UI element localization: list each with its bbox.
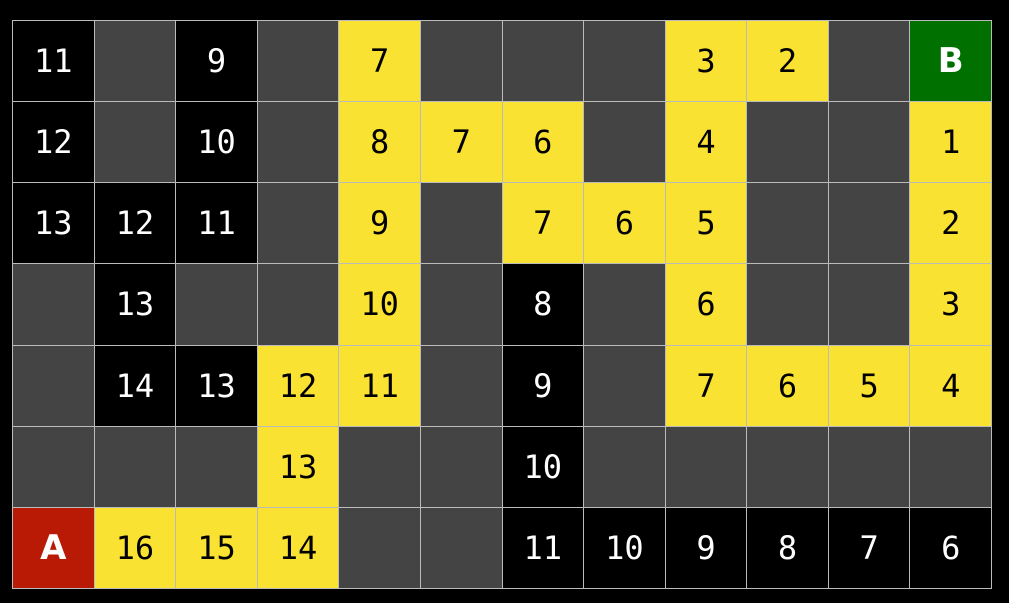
explored-cell: 6: [910, 507, 992, 589]
maze-grid: 11 9 7 3 2 B 12 10 8 7 6 4 1 13 12 11 9 7 6 5 2 13 10 8 6 3 14 13 12…: [12, 20, 992, 589]
explored-cell: 9: [176, 21, 258, 103]
explored-cell: 11: [502, 507, 585, 589]
explored-cell: 10: [176, 102, 258, 184]
explored-cell: 13: [13, 183, 95, 265]
path-cell: 7: [502, 183, 585, 265]
path-cell: 3: [910, 264, 992, 346]
wall-cell: [420, 345, 503, 427]
wall-cell: [828, 426, 911, 508]
wall-cell: [420, 426, 503, 508]
path-cell: 5: [828, 345, 911, 427]
wall-cell: [420, 21, 503, 103]
wall-cell: [420, 183, 503, 265]
explored-cell: 10: [502, 426, 585, 508]
wall-cell: [94, 21, 177, 103]
wall-cell: [747, 102, 829, 184]
wall-cell: [747, 183, 829, 265]
path-cell: 12: [257, 345, 340, 427]
path-cell: 1: [910, 102, 992, 184]
wall-cell: [257, 264, 340, 346]
path-cell: 6: [584, 183, 666, 265]
path-cell: 7: [665, 345, 748, 427]
wall-cell: [665, 426, 748, 508]
path-cell: 8: [339, 102, 421, 184]
path-cell: 7: [420, 102, 503, 184]
path-cell: 2: [747, 21, 829, 103]
explored-cell: 14: [94, 345, 177, 427]
explored-cell: 13: [176, 345, 258, 427]
wall-cell: [910, 426, 992, 508]
wall-cell: [257, 183, 340, 265]
wall-cell: [584, 345, 666, 427]
path-cell: 6: [502, 102, 585, 184]
path-cell: 9: [339, 183, 421, 265]
wall-cell: [828, 21, 911, 103]
explored-cell: 8: [502, 264, 585, 346]
path-cell: 4: [665, 102, 748, 184]
wall-cell: [502, 21, 585, 103]
wall-cell: [747, 264, 829, 346]
explored-cell: 8: [747, 507, 829, 589]
goal-cell: B: [910, 21, 992, 103]
wall-cell: [828, 183, 911, 265]
path-cell: 2: [910, 183, 992, 265]
path-cell: 7: [339, 21, 421, 103]
wall-cell: [176, 426, 258, 508]
wall-cell: [420, 507, 503, 589]
wall-cell: [828, 102, 911, 184]
explored-cell: 12: [94, 183, 177, 265]
explored-cell: 11: [176, 183, 258, 265]
explored-cell: 7: [828, 507, 911, 589]
wall-cell: [339, 507, 421, 589]
wall-cell: [747, 426, 829, 508]
explored-cell: 9: [665, 507, 748, 589]
wall-cell: [257, 21, 340, 103]
path-cell: 10: [339, 264, 421, 346]
path-cell: 11: [339, 345, 421, 427]
wall-cell: [584, 426, 666, 508]
path-cell: 13: [257, 426, 340, 508]
explored-cell: 13: [94, 264, 177, 346]
path-cell: 4: [910, 345, 992, 427]
path-cell: 16: [94, 507, 177, 589]
wall-cell: [420, 264, 503, 346]
path-cell: 6: [665, 264, 748, 346]
wall-cell: [584, 264, 666, 346]
wall-cell: [828, 264, 911, 346]
path-cell: 5: [665, 183, 748, 265]
wall-cell: [176, 264, 258, 346]
path-cell: 15: [176, 507, 258, 589]
wall-cell: [94, 426, 177, 508]
wall-cell: [13, 426, 95, 508]
explored-cell: 10: [584, 507, 666, 589]
wall-cell: [94, 102, 177, 184]
path-cell: 14: [257, 507, 340, 589]
path-cell: 3: [665, 21, 748, 103]
explored-cell: 11: [13, 21, 95, 103]
explored-cell: 12: [13, 102, 95, 184]
wall-cell: [339, 426, 421, 508]
wall-cell: [584, 102, 666, 184]
explored-cell: 9: [502, 345, 585, 427]
start-cell: A: [13, 507, 95, 589]
path-cell: 6: [747, 345, 829, 427]
wall-cell: [584, 21, 666, 103]
wall-cell: [13, 264, 95, 346]
wall-cell: [257, 102, 340, 184]
wall-cell: [13, 345, 95, 427]
